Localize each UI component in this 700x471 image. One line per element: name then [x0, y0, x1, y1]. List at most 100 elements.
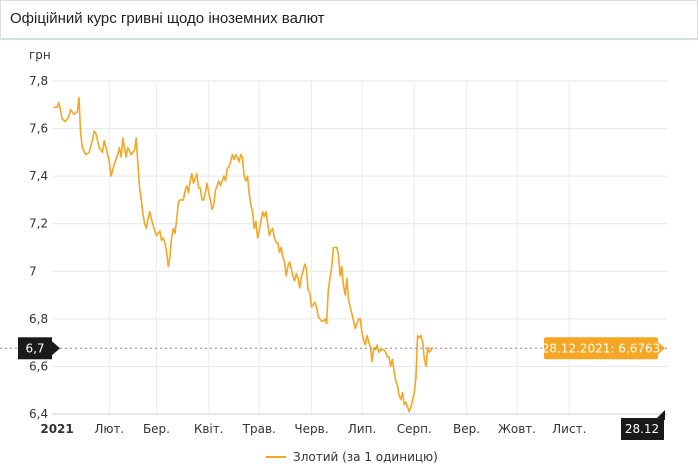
- data-point[interactable]: [269, 235, 270, 236]
- data-point[interactable]: [223, 176, 224, 177]
- data-point[interactable]: [147, 218, 148, 219]
- data-point[interactable]: [319, 318, 320, 319]
- data-point[interactable]: [53, 107, 54, 108]
- data-point[interactable]: [190, 180, 191, 181]
- data-point[interactable]: [215, 190, 216, 191]
- data-point[interactable]: [168, 266, 169, 267]
- data-point[interactable]: [259, 230, 260, 231]
- data-point[interactable]: [99, 147, 100, 148]
- data-point[interactable]: [281, 247, 282, 248]
- data-point[interactable]: [417, 335, 418, 336]
- data-point[interactable]: [141, 199, 142, 200]
- data-point[interactable]: [419, 337, 420, 338]
- data-point[interactable]: [405, 402, 406, 403]
- data-point[interactable]: [296, 273, 297, 274]
- data-point[interactable]: [176, 218, 177, 219]
- data-point[interactable]: [237, 157, 238, 158]
- data-point[interactable]: [321, 321, 322, 322]
- data-point[interactable]: [264, 216, 265, 217]
- data-point[interactable]: [188, 192, 189, 193]
- data-point[interactable]: [247, 176, 248, 177]
- data-point[interactable]: [424, 359, 425, 360]
- data-point[interactable]: [420, 335, 421, 336]
- data-point[interactable]: [205, 192, 206, 193]
- data-point[interactable]: [217, 185, 218, 186]
- data-point[interactable]: [286, 275, 287, 276]
- data-point[interactable]: [228, 166, 229, 167]
- data-point[interactable]: [146, 228, 147, 229]
- data-point[interactable]: [392, 359, 393, 360]
- data-point[interactable]: [201, 199, 202, 200]
- data-point[interactable]: [340, 275, 341, 276]
- data-point[interactable]: [208, 192, 209, 193]
- data-point[interactable]: [89, 152, 90, 153]
- data-point[interactable]: [382, 349, 383, 350]
- data-point[interactable]: [329, 278, 330, 279]
- data-point[interactable]: [301, 275, 302, 276]
- data-point[interactable]: [385, 352, 386, 353]
- data-point[interactable]: [270, 230, 271, 231]
- data-point[interactable]: [361, 333, 362, 334]
- data-point[interactable]: [393, 371, 394, 372]
- data-point[interactable]: [159, 230, 160, 231]
- data-point[interactable]: [429, 352, 430, 353]
- data-point[interactable]: [390, 366, 391, 367]
- data-point[interactable]: [254, 228, 255, 229]
- data-point[interactable]: [358, 318, 359, 319]
- data-point[interactable]: [351, 314, 352, 315]
- data-point[interactable]: [331, 266, 332, 267]
- series-line[interactable]: [53, 96, 434, 413]
- data-point[interactable]: [198, 187, 199, 188]
- data-point[interactable]: [328, 290, 329, 291]
- data-point[interactable]: [245, 180, 246, 181]
- data-point[interactable]: [380, 349, 381, 350]
- data-point[interactable]: [250, 204, 251, 205]
- data-point[interactable]: [291, 268, 292, 269]
- data-point[interactable]: [131, 154, 132, 155]
- data-point[interactable]: [180, 199, 181, 200]
- data-point[interactable]: [400, 399, 401, 400]
- data-point[interactable]: [346, 278, 347, 279]
- data-point[interactable]: [297, 278, 298, 279]
- data-point[interactable]: [70, 109, 71, 110]
- data-point[interactable]: [388, 356, 389, 357]
- data-point[interactable]: [137, 164, 138, 165]
- data-point[interactable]: [173, 228, 174, 229]
- data-point[interactable]: [363, 340, 364, 341]
- data-point[interactable]: [383, 349, 384, 350]
- data-point[interactable]: [404, 404, 405, 405]
- data-point[interactable]: [73, 114, 74, 115]
- data-point[interactable]: [402, 392, 403, 393]
- data-point[interactable]: [166, 252, 167, 253]
- data-point[interactable]: [122, 138, 123, 139]
- data-point[interactable]: [151, 218, 152, 219]
- data-point[interactable]: [156, 235, 157, 236]
- data-point[interactable]: [368, 342, 369, 343]
- data-point[interactable]: [407, 406, 408, 407]
- data-point[interactable]: [252, 211, 253, 212]
- data-point[interactable]: [279, 252, 280, 253]
- data-point[interactable]: [341, 266, 342, 267]
- data-point[interactable]: [203, 199, 204, 200]
- data-point[interactable]: [313, 304, 314, 305]
- data-point[interactable]: [154, 230, 155, 231]
- data-point[interactable]: [323, 321, 324, 322]
- data-point[interactable]: [78, 97, 79, 98]
- data-point[interactable]: [144, 223, 145, 224]
- data-point[interactable]: [260, 221, 261, 222]
- data-point[interactable]: [372, 361, 373, 362]
- data-point[interactable]: [232, 154, 233, 155]
- data-point[interactable]: [225, 180, 226, 181]
- data-point[interactable]: [427, 347, 428, 348]
- data-point[interactable]: [127, 147, 128, 148]
- legend[interactable]: Злотий (за 1 одиницю): [266, 450, 438, 464]
- data-point[interactable]: [233, 159, 234, 160]
- data-point[interactable]: [109, 161, 110, 162]
- data-point[interactable]: [218, 180, 219, 181]
- data-point[interactable]: [185, 190, 186, 191]
- data-point[interactable]: [397, 385, 398, 386]
- data-point[interactable]: [212, 209, 213, 210]
- data-point[interactable]: [119, 147, 120, 148]
- data-point[interactable]: [365, 344, 366, 345]
- data-point[interactable]: [422, 342, 423, 343]
